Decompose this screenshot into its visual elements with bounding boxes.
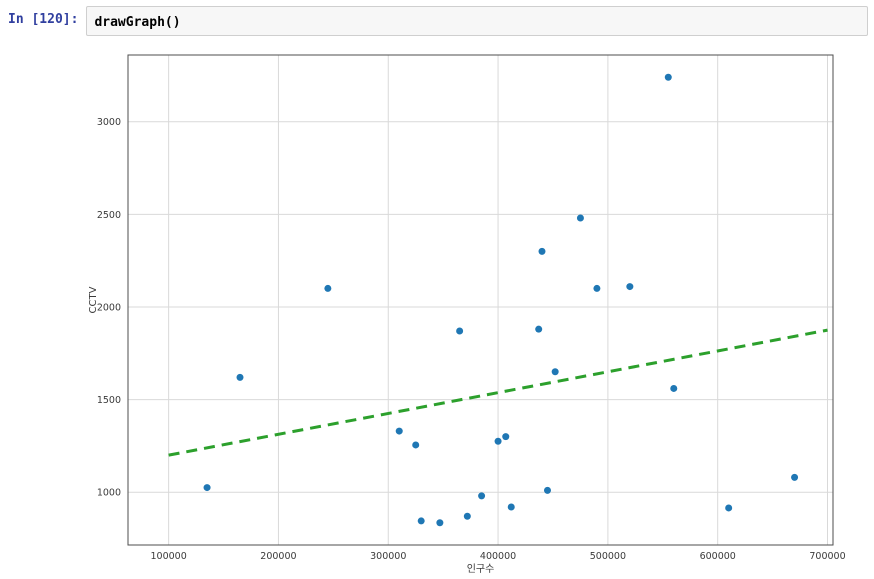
scatter-point — [551, 368, 559, 376]
x-tick-label: 500000 — [590, 551, 626, 562]
scatter-point — [203, 484, 211, 492]
scatter-point — [543, 486, 551, 494]
y-axis-label: CCTV — [88, 286, 99, 313]
scatter-point — [664, 73, 672, 81]
scatter-point — [236, 373, 244, 381]
input-prompt: In [120]: — [8, 12, 79, 27]
x-tick-label: 200000 — [260, 551, 296, 562]
scatter-point — [626, 283, 634, 291]
x-tick-label: 100000 — [150, 551, 186, 562]
trend-line — [168, 328, 828, 457]
scatter-point — [791, 473, 799, 481]
y-tick-label: 1500 — [97, 395, 121, 406]
scatter-point — [456, 327, 464, 335]
notebook-cell: In [120]: drawGraph() — [0, 0, 874, 40]
x-tick-label: 400000 — [480, 551, 516, 562]
plot-background — [128, 55, 833, 545]
scatter-point — [463, 512, 471, 520]
y-tick-label: 2500 — [97, 210, 121, 221]
scatter-point — [502, 433, 510, 441]
scatter-point — [436, 519, 444, 527]
scatter-point — [507, 503, 515, 511]
scatter-point — [535, 325, 543, 333]
y-tick-label: 2000 — [97, 302, 121, 313]
x-tick-label: 300000 — [370, 551, 406, 562]
x-tick-label: 700000 — [809, 551, 845, 562]
scatter-point — [395, 427, 403, 435]
scatter-point — [494, 437, 502, 445]
scatter-point — [576, 214, 584, 222]
y-tick-label: 1000 — [97, 488, 121, 499]
scatter-point — [478, 492, 486, 500]
plot-frame — [127, 54, 834, 546]
scatter-point — [670, 384, 678, 392]
y-tick-label: 3000 — [97, 117, 121, 128]
scatter-point — [593, 284, 601, 292]
scatter-point — [538, 247, 546, 255]
x-tick-label: 600000 — [700, 551, 736, 562]
x-axis-label: 인구수 — [467, 563, 495, 575]
code-text: drawGraph() — [94, 15, 181, 30]
scatter-point — [324, 284, 332, 292]
chart-output: 100000 200000 300000 400000 500000 600000 7000… — [0, 40, 874, 579]
scatter-point — [412, 441, 420, 449]
scatter-chart: 100000 200000 300000 400000 500000 600000 7000… — [88, 54, 846, 575]
scatter-point — [725, 504, 733, 512]
code-input[interactable]: drawGraph() — [86, 6, 868, 36]
scatter-point — [417, 517, 425, 525]
